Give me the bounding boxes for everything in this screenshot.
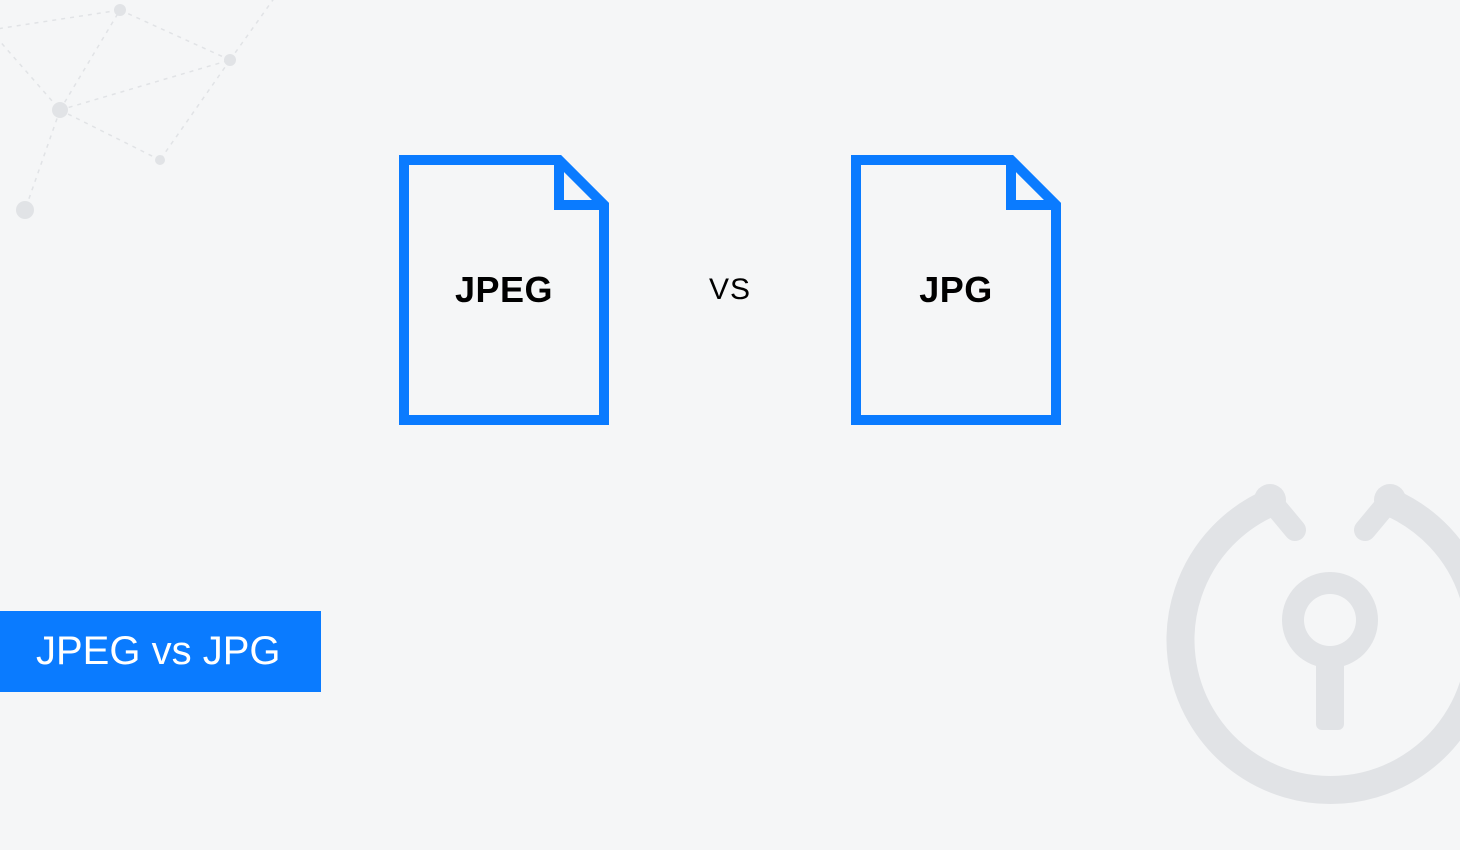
title-bar: JPEG vs JPG [0, 611, 321, 692]
file-card-left: JPEG [399, 155, 609, 425]
file-label-left: JPEG [455, 269, 553, 311]
vs-separator: VS [709, 273, 751, 307]
file-card-right: JPG [851, 155, 1061, 425]
file-label-right: JPG [919, 269, 993, 311]
logo-decoration-icon [1120, 430, 1460, 850]
title-bar-label: JPEG vs JPG [36, 629, 281, 673]
comparison-row: JPEG VS JPG [0, 155, 1460, 425]
